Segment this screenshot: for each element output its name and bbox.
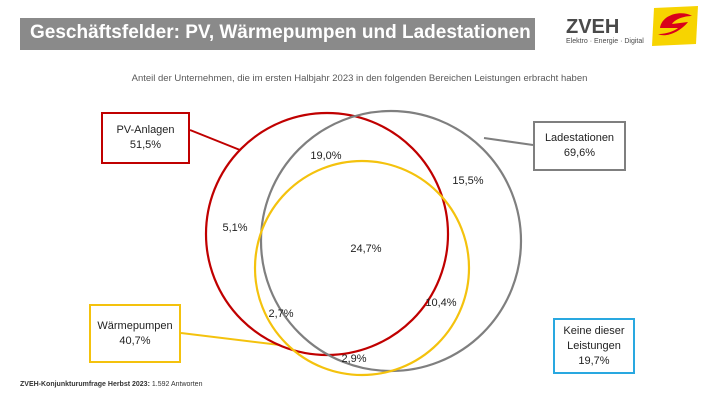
legend-pv-value: 51,5% [129, 139, 162, 151]
legend-none-line2: Leistungen [567, 339, 621, 352]
legend-waerme-name: Wärmepumpen [97, 319, 173, 332]
circle-lade [259, 109, 523, 373]
footer-source-label: ZVEH-Konjunkturumfrage Herbst 2023: [20, 381, 150, 388]
zveh-logo-icon [652, 6, 698, 46]
legend-box-none: Keine dieser Leistungen 19,7% [553, 318, 635, 374]
footer-source: ZVEH-Konjunkturumfrage Herbst 2023: 1.59… [20, 381, 202, 388]
region-label-pv-lade: 19,0% [310, 150, 341, 162]
legend-lade-value: 69,6% [563, 147, 596, 159]
legend-waerme-value: 40,7% [119, 334, 151, 347]
legend-none-value: 19,7% [578, 354, 610, 367]
region-label-lade-waerme: 10,4% [425, 297, 456, 309]
circle-waerme [253, 159, 471, 377]
region-label-lade: 15,5% [452, 175, 483, 187]
title-bar: Geschäftsfelder: PV, Wärmepumpen und Lad… [20, 18, 535, 50]
legend-box-lade: Ladestationen 69,6% [533, 121, 626, 171]
region-label-pv-waerme: 2,7% [268, 308, 293, 320]
logo-name: ZVEH [566, 16, 620, 38]
region-label-all: 24,7% [350, 243, 381, 255]
connector-waerme [180, 332, 281, 346]
region-label-waerme: 2,9% [341, 353, 366, 365]
legend-box-pv: PV-Anlagen 51,5% [101, 112, 190, 164]
legend-lade-name: Ladestationen [544, 132, 615, 144]
legend-pv-name: PV-Anlagen [116, 124, 175, 136]
legend-box-waerme: Wärmepumpen 40,7% [89, 304, 181, 363]
footer-responses: 1.592 Antworten [151, 381, 203, 388]
connector-lade [483, 137, 534, 146]
chart-subtitle: Anteil der Unternehmen, die im ersten Ha… [131, 73, 588, 84]
logo-tagline: Elektro · Energie · Digital [566, 38, 644, 45]
connector-pv [189, 129, 241, 151]
region-label-pv: 5,1% [222, 222, 247, 234]
page-title: Geschäftsfelder: PV, Wärmepumpen und Lad… [30, 22, 531, 43]
legend-none-line1: Keine dieser [563, 324, 625, 337]
